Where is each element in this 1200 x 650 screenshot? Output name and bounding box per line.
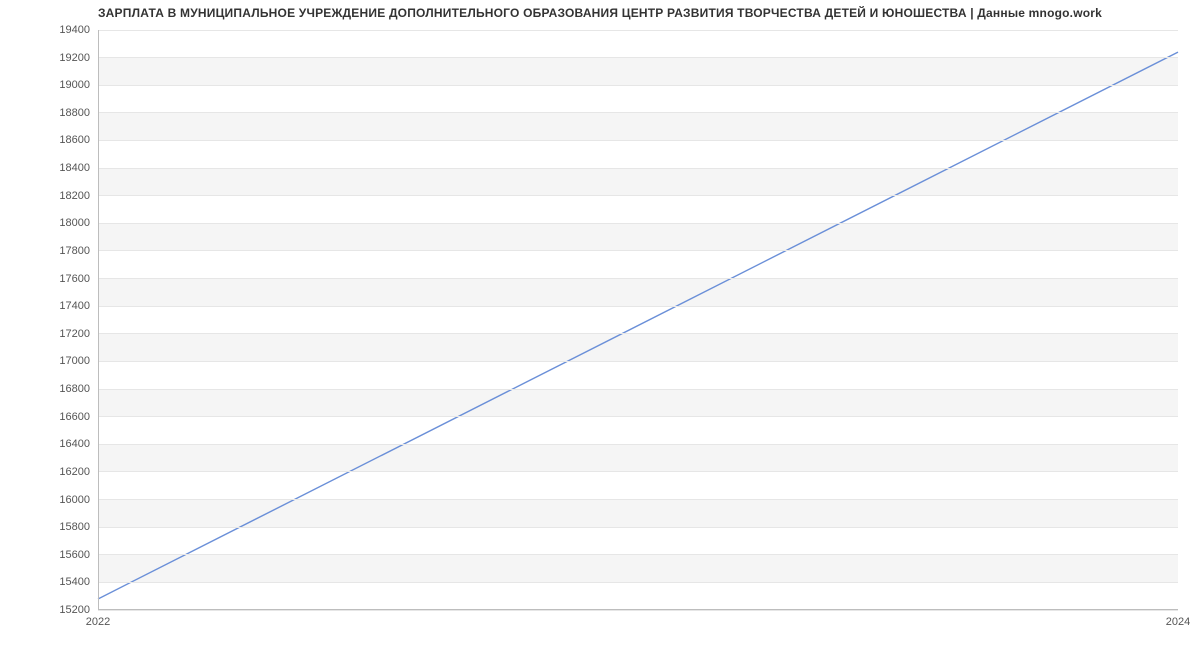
y-gridline <box>98 140 1178 141</box>
y-gridline <box>98 112 1178 113</box>
plot-area: 1520015400156001580016000162001640016600… <box>98 30 1178 610</box>
y-tick-label: 16400 <box>59 438 90 450</box>
y-gridline <box>98 554 1178 555</box>
y-tick-label: 18200 <box>59 190 90 202</box>
y-gridline <box>98 57 1178 58</box>
y-tick-label: 15200 <box>59 604 90 616</box>
y-gridline <box>98 444 1178 445</box>
y-tick-label: 17000 <box>59 355 90 367</box>
y-gridline <box>98 333 1178 334</box>
y-gridline <box>98 499 1178 500</box>
y-tick-label: 17600 <box>59 273 90 285</box>
y-tick-label: 18800 <box>59 107 90 119</box>
y-gridline <box>98 85 1178 86</box>
y-axis-line <box>98 30 99 610</box>
y-tick-label: 18600 <box>59 134 90 146</box>
y-gridline <box>98 416 1178 417</box>
y-tick-label: 16800 <box>59 383 90 395</box>
y-gridline <box>98 168 1178 169</box>
y-tick-label: 17400 <box>59 300 90 312</box>
y-gridline <box>98 389 1178 390</box>
y-tick-label: 18400 <box>59 162 90 174</box>
y-tick-label: 18000 <box>59 217 90 229</box>
y-tick-label: 15400 <box>59 576 90 588</box>
y-tick-label: 17200 <box>59 328 90 340</box>
y-gridline <box>98 223 1178 224</box>
y-tick-label: 16000 <box>59 494 90 506</box>
y-tick-label: 19400 <box>59 24 90 36</box>
y-gridline <box>98 30 1178 31</box>
series-line <box>98 52 1178 599</box>
y-tick-label: 19200 <box>59 52 90 64</box>
y-gridline <box>98 527 1178 528</box>
line-layer <box>98 30 1178 610</box>
x-tick-label: 2022 <box>86 616 110 628</box>
y-gridline <box>98 195 1178 196</box>
chart-title: ЗАРПЛАТА В МУНИЦИПАЛЬНОЕ УЧРЕЖДЕНИЕ ДОПО… <box>0 6 1200 20</box>
y-tick-label: 19000 <box>59 79 90 91</box>
y-tick-label: 17800 <box>59 245 90 257</box>
x-tick-label: 2024 <box>1166 616 1190 628</box>
y-gridline <box>98 361 1178 362</box>
y-tick-label: 16600 <box>59 411 90 423</box>
y-gridline <box>98 471 1178 472</box>
y-tick-label: 15600 <box>59 549 90 561</box>
y-gridline <box>98 250 1178 251</box>
chart-container: ЗАРПЛАТА В МУНИЦИПАЛЬНОЕ УЧРЕЖДЕНИЕ ДОПО… <box>0 0 1200 650</box>
y-tick-label: 16200 <box>59 466 90 478</box>
y-gridline <box>98 306 1178 307</box>
y-gridline <box>98 278 1178 279</box>
y-gridline <box>98 582 1178 583</box>
y-tick-label: 15800 <box>59 521 90 533</box>
x-axis-line <box>98 609 1178 610</box>
